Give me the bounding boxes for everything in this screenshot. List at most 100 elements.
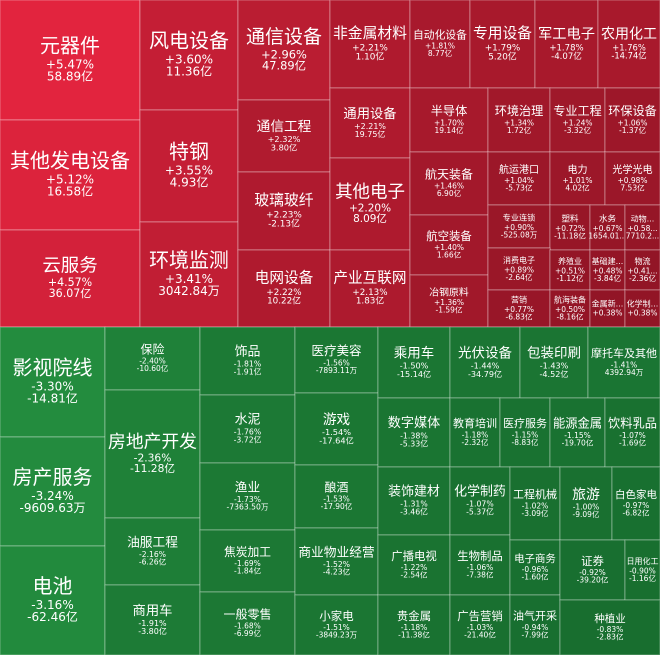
tile-flow: -5.37亿 (466, 506, 494, 516)
tile-change: +1.46% (434, 182, 464, 191)
tile-name: 动物... (631, 214, 655, 224)
tile-name: 电子商务 (514, 552, 556, 565)
tile-name: 包装印刷 (527, 345, 581, 361)
tile-change: +1.79% (485, 43, 521, 53)
tile (199, 529, 296, 593)
tile-name: 环境治理 (495, 103, 544, 118)
tile-name: 特钢 (169, 140, 209, 164)
tile-flow: -10.60亿 (137, 363, 169, 373)
tile-change: -0.83% (597, 625, 624, 634)
tile (377, 466, 451, 536)
tile-flow: -21.40亿 (464, 629, 496, 639)
tile-change: +1.24% (562, 118, 592, 127)
tile-change: -1.91% (138, 619, 167, 628)
tile-change: -1.18% (462, 430, 489, 439)
tile-name: 油气开采 (513, 609, 557, 623)
tile-name: 航海装备 (554, 295, 586, 305)
tile-flow: -17.64亿 (319, 435, 354, 445)
tile-name: 商业物业经营 (298, 545, 374, 560)
tile (611, 466, 660, 541)
tile-flow: 5.20亿 (488, 50, 517, 62)
tile-name: 工程机械 (513, 487, 557, 501)
tile-flow: -4.23亿 (323, 567, 351, 577)
tile-name: 冶钢原料 (429, 286, 469, 299)
tile-name: 化学制药 (454, 484, 506, 500)
tile-change: +4.57% (48, 276, 92, 289)
tile-change: -1.43% (540, 361, 569, 371)
tile-name: 专业工程 (553, 103, 602, 118)
tile-change: +2.20% (349, 202, 391, 214)
tile-name: 贵金属 (397, 609, 431, 623)
tile-flow: 4.02亿 (565, 182, 590, 192)
tile-flow: 47.89亿 (262, 59, 306, 73)
tile-name: 非金属材料 (333, 25, 407, 42)
tile-change: -1.68% (234, 622, 261, 631)
tile-change: -1.03% (467, 623, 494, 632)
tile (237, 171, 331, 251)
tile-flow: -2.83亿 (597, 631, 624, 641)
tile-change: -0.94% (522, 623, 549, 632)
tile-flow: 1.66亿 (437, 249, 462, 259)
tile-change: +2.21% (354, 122, 386, 131)
tile-flow: -6.83亿 (506, 311, 533, 321)
tile-flow: -1.59亿 (436, 305, 463, 315)
tile-change: +1.36% (434, 298, 464, 307)
tile-change: +1.01% (562, 176, 592, 185)
tile-change: +1.34% (504, 118, 534, 127)
tile (509, 594, 561, 655)
tile-change: +0.77% (504, 305, 534, 314)
tile-change: +5.47% (46, 58, 94, 72)
tile-name: 通信工程 (257, 119, 312, 135)
tile (449, 397, 501, 468)
tile (409, 274, 489, 328)
tile (294, 464, 379, 529)
tile-name: 白色家电 (615, 488, 657, 501)
tile-flow: -7893.11万 (316, 366, 358, 375)
tile-change: -1.50% (400, 361, 429, 371)
tile (449, 534, 511, 596)
tile-flow: -3.09亿 (522, 508, 549, 518)
tile-change: -0.96% (522, 565, 549, 574)
tile-name: 风电设备 (149, 29, 229, 53)
tile (604, 151, 660, 206)
tile-flow: 16.58亿 (47, 184, 93, 199)
tile-flow: -11.38亿 (398, 629, 430, 639)
tile (509, 466, 561, 541)
tile (0, 436, 106, 547)
tile-flow: -5.73亿 (506, 182, 533, 192)
tile-flow: -14.81亿 (27, 391, 78, 406)
tile-name: 日用化工 (627, 556, 659, 566)
tile-flow: -4.52亿 (540, 369, 569, 379)
tile (0, 229, 141, 328)
tile (449, 466, 511, 536)
tile-change: +2.13% (352, 288, 387, 298)
tile-change: -1.31% (400, 500, 427, 509)
tile-name: 油服工程 (127, 535, 178, 550)
tile (409, 0, 471, 89)
tile-change: +0.67% (592, 224, 622, 233)
tile-flow: -3.32亿 (564, 125, 591, 135)
tile-name: 旅游 (572, 487, 600, 503)
tile-name: 渔业 (235, 480, 260, 495)
tile (329, 0, 411, 89)
tile-flow: 1.83亿 (356, 295, 385, 307)
tile-change: -3.16% (31, 598, 73, 612)
tile-change: -2.40% (139, 357, 166, 366)
tile-name: 航天装备 (425, 167, 473, 182)
tile (509, 539, 561, 596)
tile-change: +2.22% (266, 288, 301, 298)
tile-name: 广播电视 (391, 549, 437, 563)
tile-change: +0.89% (504, 265, 534, 274)
tile-name: 教育培训 (453, 416, 497, 430)
tile (597, 0, 660, 89)
tile-name: 能源金属 (553, 416, 602, 431)
tile-name: 航运港口 (499, 163, 539, 176)
tile-flow: 8.77亿 (428, 48, 453, 58)
tile-flow: -6.99亿 (234, 628, 261, 638)
tile (104, 584, 201, 655)
tile-name: 光伏设备 (458, 344, 512, 361)
tile (237, 99, 331, 173)
tile-flow: 6.90亿 (437, 188, 462, 198)
tile (559, 466, 613, 541)
tile-flow: -3.72亿 (234, 434, 262, 444)
